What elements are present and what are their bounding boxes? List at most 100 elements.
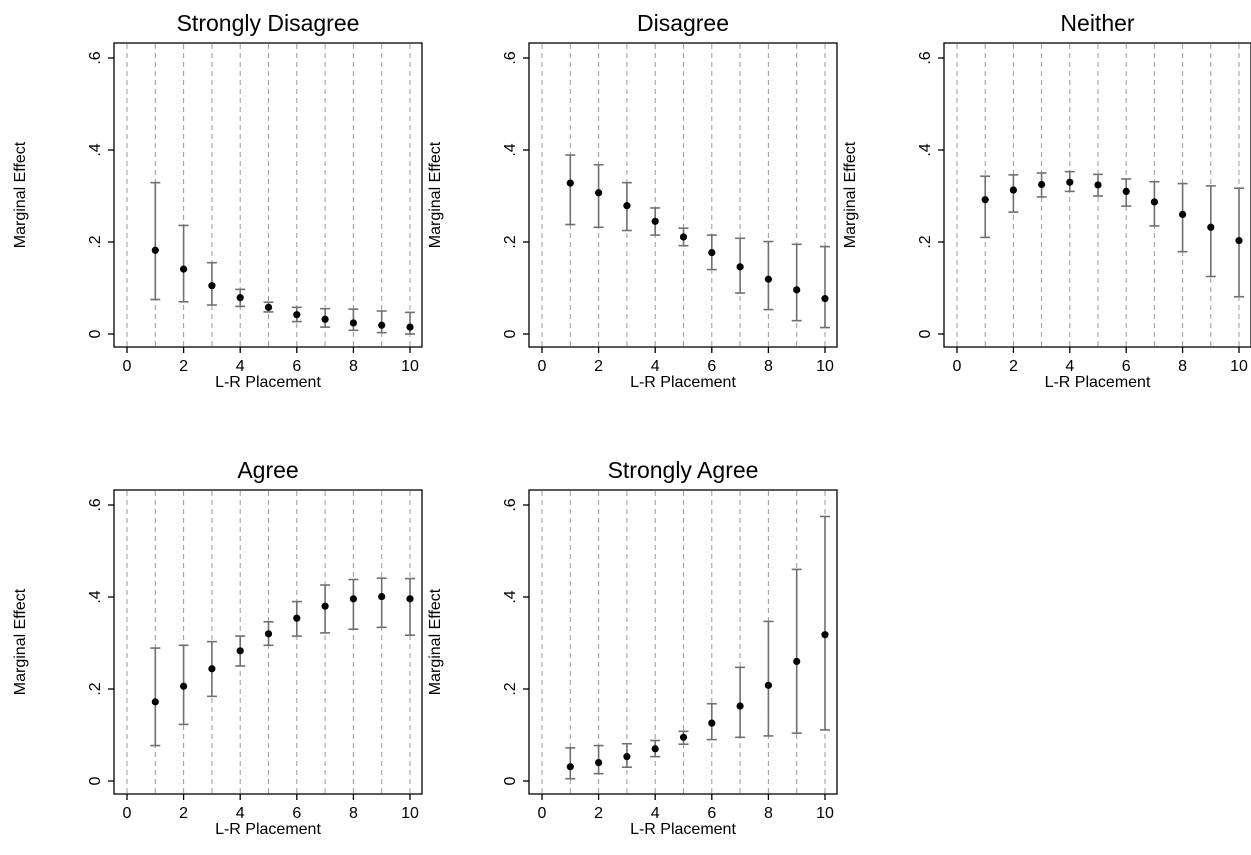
point-estimate xyxy=(793,286,801,294)
point-estimate xyxy=(981,196,989,204)
point-estimate xyxy=(821,294,829,303)
y-tick-label: 0 xyxy=(87,329,104,338)
x-tick-label: 8 xyxy=(349,358,358,375)
y-tick-label: 0 xyxy=(502,776,519,785)
y-tick-label: .2 xyxy=(87,235,104,248)
point-estimate xyxy=(180,265,188,273)
point-estimate xyxy=(264,303,273,311)
point-estimate xyxy=(264,630,273,638)
y-axis-label: Marginal Effect xyxy=(427,141,444,248)
point-estimate xyxy=(566,763,574,771)
point-estimate xyxy=(1179,210,1187,218)
point-estimate xyxy=(321,315,329,323)
point-estimate xyxy=(1150,198,1158,206)
y-tick-label: .2 xyxy=(87,682,104,695)
point-estimate xyxy=(623,202,631,210)
y-axis-label: Marginal Effect xyxy=(12,141,29,248)
x-tick-label: 10 xyxy=(816,805,834,822)
point-estimate xyxy=(180,682,188,690)
point-estimate xyxy=(236,294,244,302)
x-tick-label: 0 xyxy=(123,805,132,822)
x-tick-label: 2 xyxy=(179,805,188,822)
point-estimate xyxy=(1235,237,1243,245)
y-tick-label: .6 xyxy=(87,498,104,511)
point-estimate xyxy=(623,753,631,761)
point-estimate xyxy=(208,665,216,673)
point-estimate xyxy=(736,263,744,271)
x-tick-label: 4 xyxy=(651,358,660,375)
point-estimate xyxy=(1009,186,1018,194)
point-estimate xyxy=(349,595,357,603)
x-tick-label: 0 xyxy=(538,805,547,822)
x-axis-label: L-R Placement xyxy=(630,821,736,838)
x-tick-label: 8 xyxy=(1178,358,1187,375)
x-tick-label: 2 xyxy=(179,358,188,375)
x-tick-label: 10 xyxy=(1230,358,1248,375)
point-estimate xyxy=(1094,181,1102,189)
point-estimate xyxy=(378,321,386,329)
point-estimate xyxy=(708,248,716,257)
x-tick-label: 6 xyxy=(707,358,716,375)
x-axis-label: L-R Placement xyxy=(1045,374,1151,391)
point-estimate xyxy=(821,631,829,639)
y-tick-label: 0 xyxy=(87,776,104,785)
point-estimate xyxy=(793,657,801,666)
y-tick-label: 0 xyxy=(502,329,519,338)
point-estimate xyxy=(595,759,603,767)
point-estimate xyxy=(679,733,688,741)
y-tick-label: .6 xyxy=(502,498,519,511)
point-estimate xyxy=(378,592,386,601)
chart-panel-5: 0 2 4 6 8 10 0 .2 .4 .6 Strongly Agree L-R Placemen… xyxy=(427,457,838,838)
y-tick-label: .6 xyxy=(502,51,519,64)
point-estimate xyxy=(651,217,659,225)
x-tick-label: 0 xyxy=(123,358,132,375)
x-tick-label: 6 xyxy=(1122,358,1131,375)
point-estimate xyxy=(151,698,159,706)
point-estimate xyxy=(1207,223,1215,231)
x-tick-label: 2 xyxy=(1009,358,1018,375)
point-estimate xyxy=(293,614,301,622)
chart-panel-1: 0 2 4 6 8 10 0 .2 .4 .6 Strongly Disagree L-R Place… xyxy=(12,10,423,391)
point-estimate xyxy=(208,282,216,290)
x-tick-label: 4 xyxy=(651,805,660,822)
y-tick-label: .4 xyxy=(502,143,519,156)
y-axis-label: Marginal Effect xyxy=(12,588,29,695)
x-tick-label: 6 xyxy=(292,805,301,822)
point-estimate xyxy=(1066,178,1074,186)
point-estimate xyxy=(764,681,773,689)
plot-area xyxy=(113,42,423,348)
x-tick-label: 2 xyxy=(594,358,603,375)
y-axis-label: Marginal Effect xyxy=(427,588,444,695)
x-axis-label: L-R Placement xyxy=(630,374,736,391)
chart-panel-3: 0 2 4 6 8 10 0 .2 .4 .6 Neither L-R Placement Margin… xyxy=(842,10,1251,391)
point-estimate xyxy=(595,189,603,197)
chart-title: Agree xyxy=(237,457,298,483)
point-estimate xyxy=(736,702,744,710)
chart-title: Strongly Disagree xyxy=(177,10,360,36)
y-tick-label: .4 xyxy=(87,143,104,156)
point-estimate xyxy=(406,595,414,603)
x-tick-label: 0 xyxy=(953,358,962,375)
point-estimate xyxy=(349,319,357,327)
x-axis-label: L-R Placement xyxy=(215,821,321,838)
x-tick-label: 10 xyxy=(816,358,834,375)
y-tick-label: .6 xyxy=(87,51,104,64)
point-estimate xyxy=(679,233,688,241)
y-tick-label: .4 xyxy=(502,590,519,603)
y-tick-label: .2 xyxy=(502,682,519,695)
x-axis-label: L-R Placement xyxy=(215,374,321,391)
chart-title: Disagree xyxy=(637,10,729,36)
chart-panel-2: 0 2 4 6 8 10 0 .2 .4 .6 Disagree L-R Placement Margi… xyxy=(427,10,838,391)
point-estimate xyxy=(151,246,159,254)
point-estimate xyxy=(708,719,716,727)
y-tick-label: .4 xyxy=(87,590,104,603)
point-estimate xyxy=(236,647,244,655)
chart-title: Neither xyxy=(1060,10,1134,36)
x-tick-label: 8 xyxy=(764,358,773,375)
plot-area xyxy=(528,42,838,348)
x-tick-label: 4 xyxy=(236,805,245,822)
y-tick-label: .2 xyxy=(502,235,519,248)
point-estimate xyxy=(321,602,329,610)
chart-panel-4: 0 2 4 6 8 10 0 .2 .4 .6 Agree L-R Placement Marginal… xyxy=(12,457,423,838)
point-estimate xyxy=(566,179,574,187)
